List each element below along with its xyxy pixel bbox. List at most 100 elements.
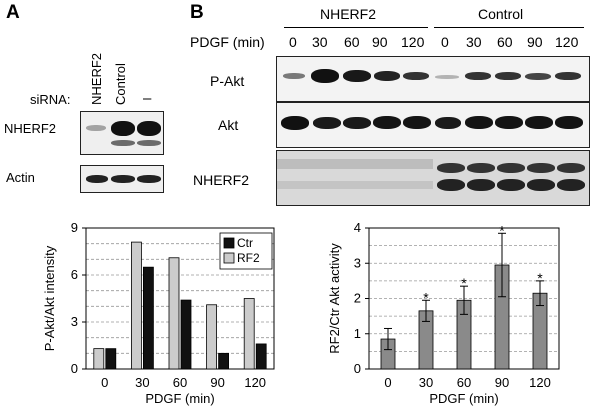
band (437, 163, 465, 173)
nherf2-blot-a (80, 111, 164, 155)
bar-rf2 (93, 348, 105, 370)
y-tick-label: 0 (354, 361, 361, 376)
chart-rf2-ctr-activity: 0 1 2 3 4 0 * 30 * 60 * 90 * 120 PDGF (min) RF2/Ctr Akt… (327, 220, 560, 406)
timepoint-label: 60 (497, 34, 513, 50)
bar-rf2 (206, 304, 218, 370)
legend-swatch (223, 252, 235, 264)
timepoint-label: 30 (466, 34, 482, 50)
band (435, 75, 459, 79)
significance-mark: * (499, 222, 505, 238)
legend-swatch (223, 237, 235, 249)
y-tick-label: 6 (71, 267, 78, 282)
blot-label-nherf2: NHERF2 (4, 121, 57, 136)
band (555, 72, 581, 80)
band (497, 163, 525, 173)
band (374, 71, 400, 81)
band (467, 179, 495, 191)
legend-label: RF2 (237, 251, 260, 265)
smear (277, 159, 433, 169)
band (525, 73, 551, 80)
band (467, 163, 495, 173)
significance-mark: * (461, 275, 467, 291)
plot-frame (85, 227, 275, 370)
col-header-control: Control (113, 63, 128, 105)
band (557, 163, 585, 173)
blot-label-nherf2-b: NHERF2 (193, 172, 250, 188)
group-line-control (434, 27, 584, 28)
group-label-nherf2: NHERF2 (320, 6, 377, 22)
x-tick-label: 60 (173, 375, 187, 390)
x-tick-label: 30 (419, 375, 433, 390)
band (373, 116, 401, 129)
band (137, 140, 161, 146)
x-axis-label: PDGF (min) (429, 391, 498, 406)
x-tick-label: 60 (457, 375, 471, 390)
band (497, 179, 525, 191)
band (527, 179, 555, 191)
timepoint-label: 90 (372, 34, 388, 50)
band (86, 125, 106, 131)
band (111, 140, 135, 146)
akt-blot (276, 102, 590, 148)
significance-mark: * (423, 289, 429, 305)
bar-ctr (143, 266, 154, 370)
bar-ctr (105, 348, 117, 370)
significance-mark: * (537, 270, 543, 286)
band (557, 179, 585, 191)
panel-b-label: B (190, 2, 204, 23)
band (437, 179, 465, 191)
bar-ctr (218, 352, 230, 370)
band (86, 175, 108, 183)
x-tick-label: 90 (210, 375, 224, 390)
x-tick-label: 90 (495, 375, 509, 390)
band (495, 116, 523, 129)
x-tick-label: 0 (384, 375, 391, 390)
y-tick-label: 3 (354, 255, 361, 270)
x-tick-label: 0 (101, 375, 108, 390)
col-header-none: – (143, 90, 152, 107)
band (283, 73, 305, 79)
nherf2-blot-b (276, 150, 590, 206)
band (555, 116, 583, 129)
band (343, 70, 371, 82)
y-tick-label: 0 (71, 361, 78, 376)
band (403, 116, 431, 129)
bar-rf2 (168, 257, 180, 370)
band (313, 117, 341, 129)
pdgf-label: PDGF (min) (190, 34, 265, 50)
col-header-nherf2: NHERF2 (89, 52, 104, 105)
x-tick-label: 120 (244, 375, 266, 390)
band (111, 175, 135, 183)
band (465, 72, 491, 80)
x-axis-label: PDGF (min) (145, 391, 214, 406)
smear (277, 181, 433, 189)
band (311, 69, 339, 83)
bar-rf2 (243, 298, 255, 370)
band (137, 121, 161, 136)
y-axis-label: P-Akt/Akt intensity (42, 245, 57, 351)
timepoint-label: 0 (441, 34, 449, 50)
y-tick-label: 1 (354, 326, 361, 341)
y-tick-label: 3 (71, 314, 78, 329)
x-tick-label: 120 (529, 375, 551, 390)
timepoint-label: 120 (555, 34, 579, 50)
bar-rf2 (131, 241, 142, 370)
group-line-nherf2 (284, 27, 428, 28)
band (527, 163, 555, 173)
band (137, 175, 161, 183)
panel-a-label: A (6, 2, 20, 23)
y-tick-label: 4 (354, 220, 361, 235)
timepoint-label: 60 (344, 34, 360, 50)
timepoint-label: 0 (289, 34, 297, 50)
blot-label-akt: Akt (218, 117, 239, 133)
x-tick-label: 30 (135, 375, 149, 390)
group-label-control: Control (478, 6, 524, 22)
blot-label-pakt: P-Akt (210, 73, 245, 89)
actin-blot-a (80, 165, 164, 193)
sirna-label: siRNA: (30, 92, 71, 107)
bar-ctr (255, 343, 267, 370)
band (495, 72, 521, 80)
band (525, 116, 553, 129)
y-tick-label: 2 (354, 291, 361, 306)
